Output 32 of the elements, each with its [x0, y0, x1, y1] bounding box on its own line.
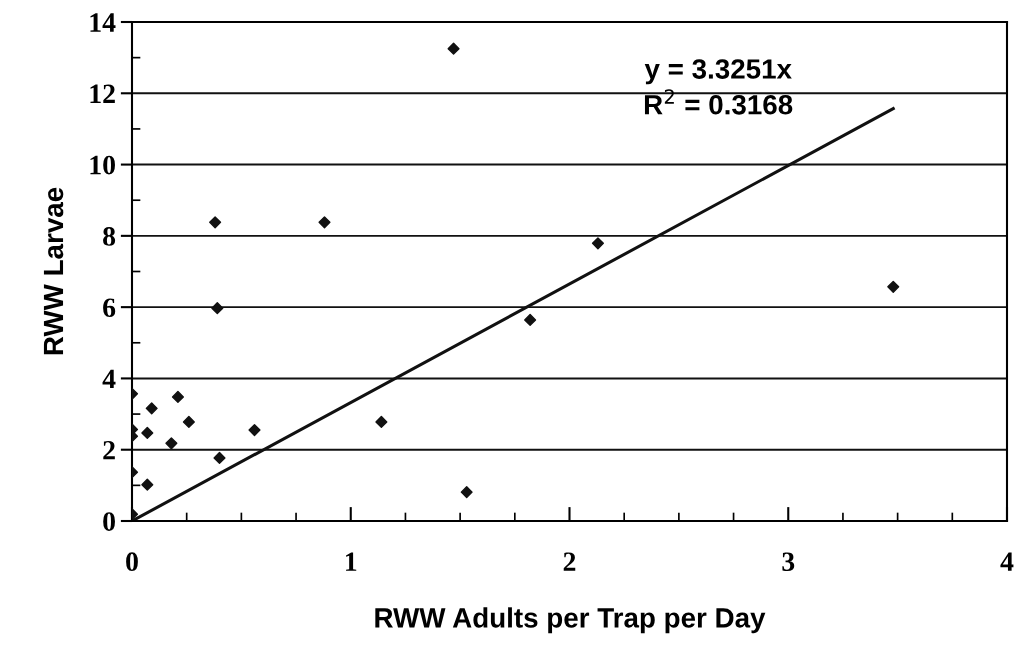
point	[248, 424, 261, 437]
point	[182, 415, 195, 428]
y-axis-title: RWW Larvae	[43, 187, 64, 355]
point	[141, 478, 154, 491]
x-tick-label: 1	[346, 552, 357, 571]
point	[213, 451, 226, 464]
x-tick-label: 2	[563, 552, 576, 571]
x-tick-label: 3	[782, 552, 795, 572]
y-tick-label: 0	[103, 512, 115, 531]
x-axis-title: RWW Adults per Trap per Day	[375, 607, 766, 634]
y-tick-label: 8	[103, 227, 116, 246]
y-tick-label: 2	[103, 440, 115, 460]
point	[145, 402, 158, 415]
point	[447, 42, 460, 55]
y-tick-label: 14	[90, 13, 116, 32]
point	[141, 426, 154, 440]
point	[318, 216, 331, 229]
point	[524, 313, 537, 327]
point	[209, 216, 222, 229]
point	[211, 302, 224, 315]
y-tick-label: 4	[102, 369, 116, 389]
point	[375, 415, 388, 428]
point	[591, 237, 605, 250]
y-tick-label: 12	[90, 84, 115, 103]
point	[887, 280, 900, 293]
x-tick-label: 4	[1000, 552, 1014, 571]
point	[171, 390, 185, 404]
point	[165, 437, 178, 450]
point	[460, 486, 473, 499]
y-tick-label: 6	[103, 298, 116, 318]
y-tick-label: 10	[90, 155, 115, 175]
x-tick-label: 0	[126, 552, 138, 572]
